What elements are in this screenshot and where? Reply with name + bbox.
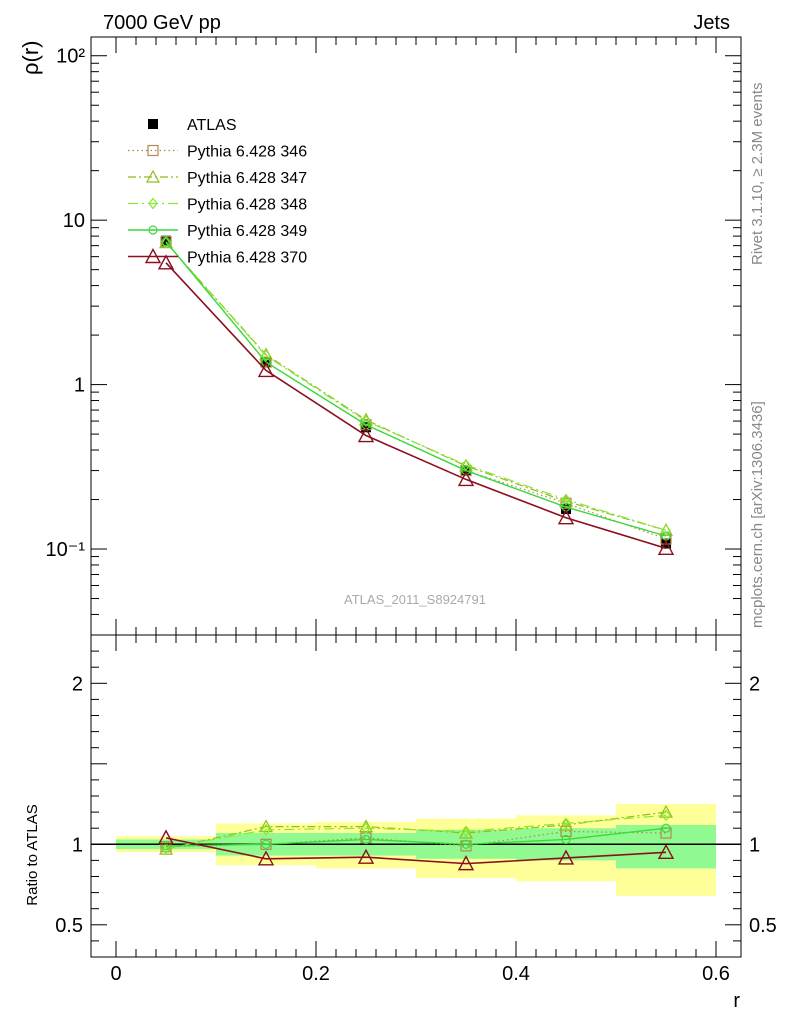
main-ylabel: ρ(r)	[18, 41, 43, 76]
main-y-ticklabel: 10⁻¹	[46, 539, 86, 561]
ratio-point-2-2	[361, 822, 371, 835]
ratio-point-2-1	[261, 823, 271, 836]
ratio-point-2-4	[561, 817, 571, 830]
x-ticklabel: 0.2	[302, 963, 330, 985]
watermark: ATLAS_2011_S8924791	[344, 592, 486, 607]
ratio-point-3-1	[261, 839, 271, 849]
ratio-point-4-0	[157, 829, 175, 845]
ratio-point-2-3	[461, 825, 471, 838]
legend-marker-5	[144, 248, 162, 264]
mcplots-label: mcplots.cern.ch [arXiv:1306.3436]	[749, 401, 766, 628]
main-point-4-3	[461, 465, 471, 476]
main-point-5-4	[557, 509, 575, 525]
ratio-point-2-5	[661, 809, 671, 822]
x-ticklabel: 0.6	[702, 963, 730, 985]
main-line-1	[165, 241, 667, 540]
main-line-3	[165, 242, 667, 531]
ratio-line-1	[165, 811, 667, 850]
ratio-point-2-0	[161, 842, 171, 855]
ratio-point-4-1	[257, 850, 275, 866]
tick-labels: 10⁻¹ 1 10 10² 0.5 0.5 1 1 2 2 0 0.2 0.4 0.6	[46, 46, 777, 985]
ratio-y-ticklabel-right: 1	[749, 834, 760, 856]
ratio-ylabel: Ratio to ATLAS	[24, 804, 41, 905]
main-point-5-0	[157, 254, 175, 270]
main-y-ticklabel: 10	[63, 210, 85, 232]
main-point-1-1	[260, 356, 272, 368]
main-line-4	[165, 241, 667, 537]
header-right: Jets	[693, 12, 730, 34]
main-point-4-0	[161, 237, 171, 247]
legend-label-0: ATLAS	[187, 117, 237, 134]
ratio-point-0-4	[560, 825, 572, 838]
legend-marker-0	[148, 119, 158, 129]
legend-marker-4	[148, 225, 158, 235]
ratio-point-0-3	[460, 840, 472, 852]
main-line-2	[165, 242, 667, 531]
ratio-y-ticklabel: 0.5	[55, 915, 83, 937]
ratio-y-ticklabel-right: 2	[749, 673, 760, 695]
rivet-label: Rivet 3.1.10, ≥ 2.3M events	[749, 83, 766, 266]
main-point-3-1	[261, 349, 271, 362]
ratio-y-ticklabel: 2	[72, 673, 83, 695]
ratio-point-1-1	[258, 819, 274, 833]
ratio-point-4-3	[457, 855, 475, 871]
legend-label-2: Pythia 6.428 347	[187, 170, 307, 187]
ratio-point-4-2	[357, 848, 375, 864]
main-point-5-1	[257, 361, 275, 378]
ratio-point-4-4	[557, 849, 575, 865]
ratio-point-3-0	[161, 841, 171, 851]
axis-ticks	[91, 37, 741, 957]
ratio-point-4-5	[657, 843, 675, 860]
main-point-0-4	[561, 504, 571, 515]
ratio-y-ticklabel: 1	[72, 834, 83, 856]
ratio-series	[157, 804, 675, 871]
main-y-ticklabel: 1	[74, 375, 85, 397]
main-point-5-3	[457, 470, 475, 487]
plot-frames	[90, 36, 742, 958]
main-point-3-2	[361, 415, 371, 428]
legend: ATLAS Pythia 6.428 346 Pythia 6.428 347 Pyt…	[128, 117, 307, 267]
x-ticklabel: 0.4	[502, 963, 530, 985]
ratio-frame	[90, 634, 742, 958]
ratio-point-1-5	[658, 804, 674, 818]
legend-label-1: Pythia 6.428 346	[187, 144, 307, 161]
main-line-5	[165, 262, 667, 550]
ratio-point-3-4	[561, 834, 571, 845]
header-left: 7000 GeV pp	[103, 12, 221, 34]
main-point-5-5	[657, 539, 675, 556]
main-point-4-1	[261, 357, 271, 367]
main-y-ticklabel: 10²	[56, 46, 85, 68]
xlabel: r	[733, 990, 740, 1012]
ratio-point-3-5	[661, 823, 671, 833]
ratio-line-3	[165, 827, 667, 847]
legend-label-3: Pythia 6.428 348	[187, 197, 307, 214]
legend-marker-3	[148, 197, 158, 210]
ratio-point-3-3	[461, 839, 471, 849]
ratio-line-4	[165, 837, 667, 865]
main-point-1-5	[660, 533, 672, 545]
ratio-line-2	[165, 814, 667, 849]
main-point-3-0	[161, 236, 171, 249]
legend-label-4: Pythia 6.428 349	[187, 223, 307, 240]
legend-marker-1	[147, 144, 159, 157]
legend-label-5: Pythia 6.428 370	[187, 250, 307, 267]
ratio-point-0-5	[660, 827, 672, 839]
legend-marker-2	[145, 169, 161, 183]
main-series	[157, 235, 675, 556]
ratio-point-3-2	[361, 834, 371, 845]
main-point-3-4	[561, 493, 571, 506]
ratio-y-ticklabel-right: 0.5	[749, 915, 777, 937]
uncertainty-bands	[91, 804, 741, 896]
x-ticklabel: 0	[110, 963, 121, 985]
main-point-0-0	[161, 235, 171, 246]
main-point-5-2	[357, 427, 375, 443]
